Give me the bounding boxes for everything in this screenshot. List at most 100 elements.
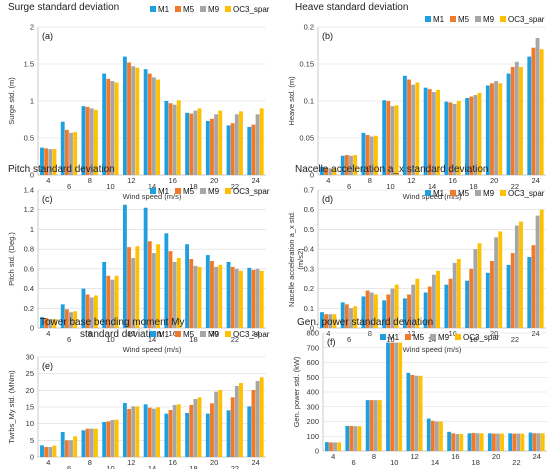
bar-m5 — [127, 247, 131, 328]
bar-m9 — [390, 106, 395, 175]
bar-oc3_spar — [52, 319, 57, 328]
legend-swatch-m5 — [175, 6, 181, 12]
y-tick-label: 30 — [26, 353, 34, 362]
legend-swatch-oc3_spar — [225, 331, 231, 337]
bar-oc3_spar — [459, 434, 464, 451]
bar-m9 — [193, 399, 198, 457]
x-tick-label: 12 — [410, 452, 418, 461]
y-tick-label: 0 — [30, 171, 34, 180]
bar-m5 — [531, 245, 536, 328]
bar-oc3_spar — [218, 390, 223, 457]
bar-oc3_spar — [73, 311, 78, 328]
x-tick-label: 22 — [231, 335, 239, 344]
x-tick-label: 12 — [407, 176, 415, 185]
bar-m1 — [382, 100, 387, 175]
bar-m1 — [40, 317, 44, 328]
bar-oc3_spar — [93, 295, 98, 328]
bar-m9 — [369, 292, 374, 328]
bar-m1 — [164, 413, 169, 457]
legend-label: M9 — [208, 5, 220, 14]
panel-label: (f) — [327, 337, 336, 347]
bar-m5 — [44, 318, 49, 328]
y-tick-label: 15 — [26, 403, 34, 412]
bar-oc3_spar — [540, 433, 545, 451]
x-tick-label: 4 — [46, 329, 50, 338]
bar-m5 — [106, 275, 111, 328]
bar-m5 — [210, 260, 214, 328]
bar-m9 — [514, 225, 519, 328]
y-axis-label: Nacelle acceleration a_x std. — [287, 211, 296, 307]
bar-m5 — [210, 403, 214, 457]
bar-m1 — [506, 264, 511, 328]
bar-m9 — [349, 308, 353, 328]
bar-m9 — [69, 440, 73, 457]
x-tick-label: 22 — [512, 458, 520, 467]
bar-oc3_spar — [259, 108, 264, 175]
bar-oc3_spar — [456, 259, 461, 328]
bar-m5 — [344, 304, 349, 328]
bar-m1 — [226, 410, 231, 457]
bar-m5 — [427, 286, 432, 328]
y-tick-label: 1 — [30, 225, 34, 234]
bar-oc3_spar — [52, 445, 57, 457]
chart-panel: Nacelle acceleration a_x standard deviat… — [287, 164, 546, 354]
bar-m9 — [414, 375, 419, 451]
x-tick-label: 18 — [472, 458, 480, 467]
bar-m1 — [402, 298, 407, 328]
bar-m5 — [510, 66, 515, 175]
y-tick-label: 700 — [306, 343, 319, 352]
legend-swatch-m9 — [430, 334, 436, 340]
bar-m5 — [512, 433, 517, 451]
bar-m9 — [516, 433, 521, 451]
bar-oc3_spar — [337, 442, 342, 451]
legend-label: OC3_spar — [233, 5, 270, 14]
panel-label: (d) — [322, 194, 333, 204]
bar-oc3_spar — [176, 100, 181, 175]
legend-swatch-m5 — [175, 188, 181, 194]
y-tick-label: 0.2 — [304, 284, 314, 293]
bar-oc3_spar — [357, 426, 362, 451]
bar-m1 — [81, 288, 86, 328]
bar-m5 — [349, 425, 354, 451]
bar-m1 — [423, 87, 428, 175]
x-tick-label: 4 — [331, 452, 335, 461]
panel-label: (e) — [42, 361, 53, 371]
legend-label: M1 — [158, 330, 170, 339]
bar-oc3_spar — [114, 419, 119, 457]
bar-m5 — [390, 342, 394, 451]
legend-swatch-m5 — [450, 190, 456, 196]
bar-oc3_spar — [114, 82, 119, 175]
bar-oc3_spar — [394, 105, 399, 175]
x-tick-label: 4 — [326, 176, 330, 185]
bar-m5 — [369, 400, 374, 451]
y-tick-label: 0.4 — [304, 245, 314, 254]
bar-m9 — [214, 266, 219, 328]
y-axis-label: Gen. power std. (kW) — [292, 356, 301, 427]
x-tick-label: 14 — [148, 182, 156, 191]
y-tick-label: 0 — [30, 453, 34, 462]
x-tick-label: 16 — [169, 329, 177, 338]
legend-label: OC3_spar — [508, 15, 545, 24]
legend-label: M5 — [183, 5, 195, 14]
bar-m9 — [152, 408, 156, 457]
bar-m5 — [251, 269, 256, 328]
bar-m5 — [168, 103, 173, 175]
legend-swatch-m1 — [150, 331, 156, 337]
legend-swatch-m5 — [175, 331, 181, 337]
bar-m9 — [411, 84, 416, 175]
chart-panel: Gen. power standard deviation(f)01002003… — [292, 317, 547, 469]
bar-m9 — [432, 92, 436, 175]
bar-oc3_spar — [197, 397, 202, 457]
x-axis-label: Wind speed (m/s) — [403, 192, 462, 201]
bar-oc3_spar — [477, 92, 482, 175]
bar-m5 — [410, 375, 415, 451]
legend-label: M9 — [208, 330, 220, 339]
bar-m1 — [386, 342, 390, 451]
legend-swatch-oc3_spar — [500, 190, 506, 196]
bar-m5 — [531, 47, 536, 175]
bar-oc3_spar — [439, 421, 443, 451]
bar-m1 — [320, 312, 324, 328]
bar-m1 — [444, 284, 449, 328]
legend-swatch-m9 — [475, 16, 481, 22]
bar-oc3_spar — [135, 67, 140, 175]
